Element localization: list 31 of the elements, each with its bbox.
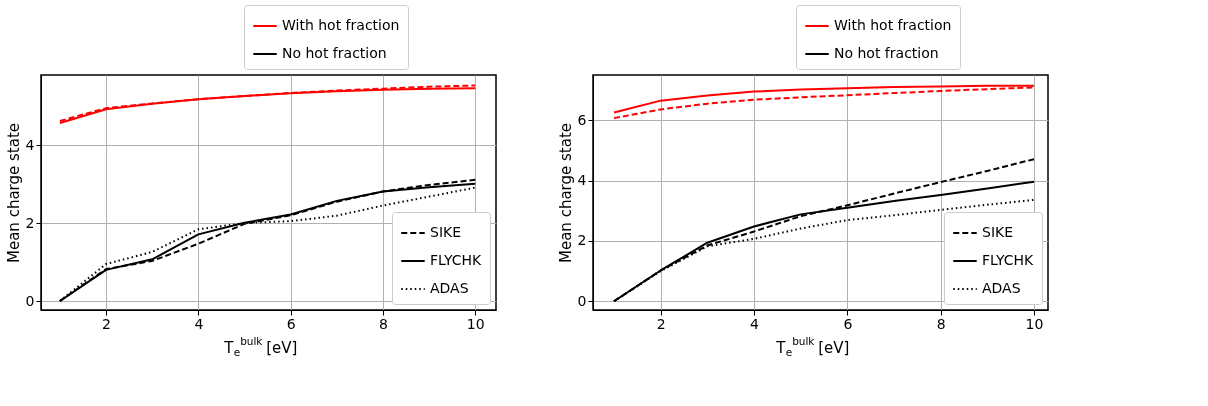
- legend-label: FLYCHK: [430, 252, 483, 268]
- x-tick-label: 4: [194, 315, 204, 332]
- x-tick-label: 10: [1025, 315, 1044, 332]
- y-tick-label: 2: [25, 214, 35, 231]
- x-tick-label: 8: [378, 315, 388, 332]
- y-tick-label: 0: [577, 292, 587, 309]
- x-tick-label: 6: [843, 315, 853, 332]
- y-tick-label: 4: [577, 172, 587, 189]
- text: With hot fraction: [282, 17, 400, 33]
- legend-label: ADAS: [982, 280, 1021, 296]
- y-axis-title: Mean charge state: [556, 122, 575, 264]
- y-tick-label: 0: [25, 292, 35, 309]
- x-axis-title: Tebulk [eV]: [223, 335, 298, 358]
- text: No hot fraction: [282, 45, 387, 61]
- legend-label: FLYCHK: [982, 252, 1035, 268]
- legend-label: SIKE: [982, 224, 1014, 240]
- x-tick-label: 2: [656, 315, 666, 332]
- y-tick-label: 2: [577, 232, 587, 249]
- legend-label: SIKE: [430, 224, 462, 240]
- text: No hot fraction: [834, 45, 939, 61]
- text: With hot fraction: [834, 17, 952, 33]
- y-tick-label: 4: [25, 136, 35, 153]
- x-tick-label: 10: [466, 315, 485, 332]
- x-tick-label: 6: [286, 315, 296, 332]
- x-tick-label: 8: [936, 315, 946, 332]
- legend-label: ADAS: [430, 280, 469, 296]
- x-tick-label: 4: [750, 315, 760, 332]
- x-tick-label: 2: [102, 315, 112, 332]
- y-axis-title: Mean charge state: [4, 122, 23, 264]
- x-axis-title: Tebulk [eV]: [775, 335, 850, 358]
- y-tick-label: 6: [577, 111, 587, 128]
